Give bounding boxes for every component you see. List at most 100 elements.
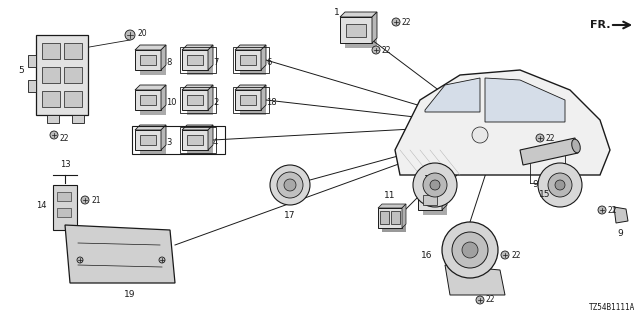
Bar xyxy=(233,87,269,113)
Text: 20: 20 xyxy=(138,28,148,37)
Text: 10: 10 xyxy=(166,98,177,107)
Bar xyxy=(240,55,256,65)
Circle shape xyxy=(77,257,83,263)
Bar xyxy=(187,55,213,75)
Bar xyxy=(132,126,225,154)
Circle shape xyxy=(372,46,380,54)
Bar xyxy=(140,95,166,115)
Text: 22: 22 xyxy=(402,18,412,27)
Bar xyxy=(135,90,161,110)
Bar xyxy=(180,127,216,153)
Text: 22: 22 xyxy=(60,133,70,142)
Polygon shape xyxy=(208,85,213,110)
Text: 9: 9 xyxy=(617,229,623,238)
Text: 16: 16 xyxy=(420,251,432,260)
Bar xyxy=(182,130,208,150)
Polygon shape xyxy=(418,185,447,190)
Text: 22: 22 xyxy=(511,251,520,260)
Text: 6: 6 xyxy=(266,58,271,67)
Bar xyxy=(240,55,266,75)
Text: 15: 15 xyxy=(540,190,551,199)
Polygon shape xyxy=(235,85,266,90)
Bar xyxy=(140,95,156,105)
Text: 22: 22 xyxy=(486,295,495,305)
Circle shape xyxy=(284,179,296,191)
Circle shape xyxy=(462,242,478,258)
Text: 1: 1 xyxy=(334,7,340,17)
Polygon shape xyxy=(161,85,166,110)
Text: 8: 8 xyxy=(166,58,172,67)
Circle shape xyxy=(555,180,565,190)
Bar xyxy=(57,192,71,201)
Text: 22: 22 xyxy=(546,133,556,142)
Bar xyxy=(135,50,161,70)
Bar xyxy=(235,50,261,70)
Bar xyxy=(140,55,156,65)
Polygon shape xyxy=(161,45,166,70)
Text: 12: 12 xyxy=(424,175,436,184)
Bar xyxy=(182,50,208,70)
Text: 5: 5 xyxy=(19,66,24,75)
Circle shape xyxy=(125,30,135,40)
Ellipse shape xyxy=(572,139,580,153)
Bar xyxy=(187,95,213,115)
Circle shape xyxy=(392,18,400,26)
Text: 4: 4 xyxy=(213,138,218,147)
Bar xyxy=(418,190,442,210)
Bar xyxy=(64,43,82,59)
Circle shape xyxy=(270,165,310,205)
Circle shape xyxy=(430,180,440,190)
Bar xyxy=(235,90,261,110)
Circle shape xyxy=(452,232,488,268)
Bar xyxy=(187,135,213,155)
Polygon shape xyxy=(261,45,266,70)
Polygon shape xyxy=(395,70,610,175)
Text: 22: 22 xyxy=(608,205,618,214)
Bar xyxy=(47,115,59,123)
Polygon shape xyxy=(65,225,175,283)
Polygon shape xyxy=(135,85,166,90)
Bar xyxy=(233,47,269,73)
Text: 21: 21 xyxy=(91,196,100,204)
Circle shape xyxy=(476,296,484,304)
Text: 7: 7 xyxy=(213,58,218,67)
Polygon shape xyxy=(372,12,377,43)
Bar xyxy=(36,35,88,115)
Bar xyxy=(423,195,447,215)
Bar xyxy=(64,67,82,83)
Polygon shape xyxy=(614,207,628,223)
Text: 13: 13 xyxy=(60,160,70,169)
Polygon shape xyxy=(161,125,166,150)
Bar xyxy=(240,95,256,105)
Polygon shape xyxy=(182,85,213,90)
Polygon shape xyxy=(208,125,213,150)
Polygon shape xyxy=(182,45,213,50)
Circle shape xyxy=(536,134,544,142)
Circle shape xyxy=(472,127,488,143)
Text: 22: 22 xyxy=(382,45,392,54)
Bar xyxy=(182,90,208,110)
Polygon shape xyxy=(485,78,565,122)
Text: 17: 17 xyxy=(284,211,296,220)
Text: 2: 2 xyxy=(213,98,218,107)
Bar xyxy=(180,87,216,113)
Text: 14: 14 xyxy=(36,201,47,210)
Bar xyxy=(180,47,216,73)
Polygon shape xyxy=(520,138,578,165)
Circle shape xyxy=(442,222,498,278)
Bar xyxy=(390,211,400,224)
Polygon shape xyxy=(445,265,505,295)
Bar xyxy=(64,91,82,107)
Text: FR.: FR. xyxy=(590,20,611,30)
Bar xyxy=(42,43,60,59)
Bar xyxy=(346,23,365,36)
Circle shape xyxy=(50,131,58,139)
Bar xyxy=(57,208,71,217)
Circle shape xyxy=(277,172,303,198)
Bar xyxy=(140,55,166,75)
Circle shape xyxy=(423,173,447,197)
Bar xyxy=(53,185,77,230)
Bar xyxy=(382,212,406,232)
Bar xyxy=(187,55,203,65)
Circle shape xyxy=(548,173,572,197)
